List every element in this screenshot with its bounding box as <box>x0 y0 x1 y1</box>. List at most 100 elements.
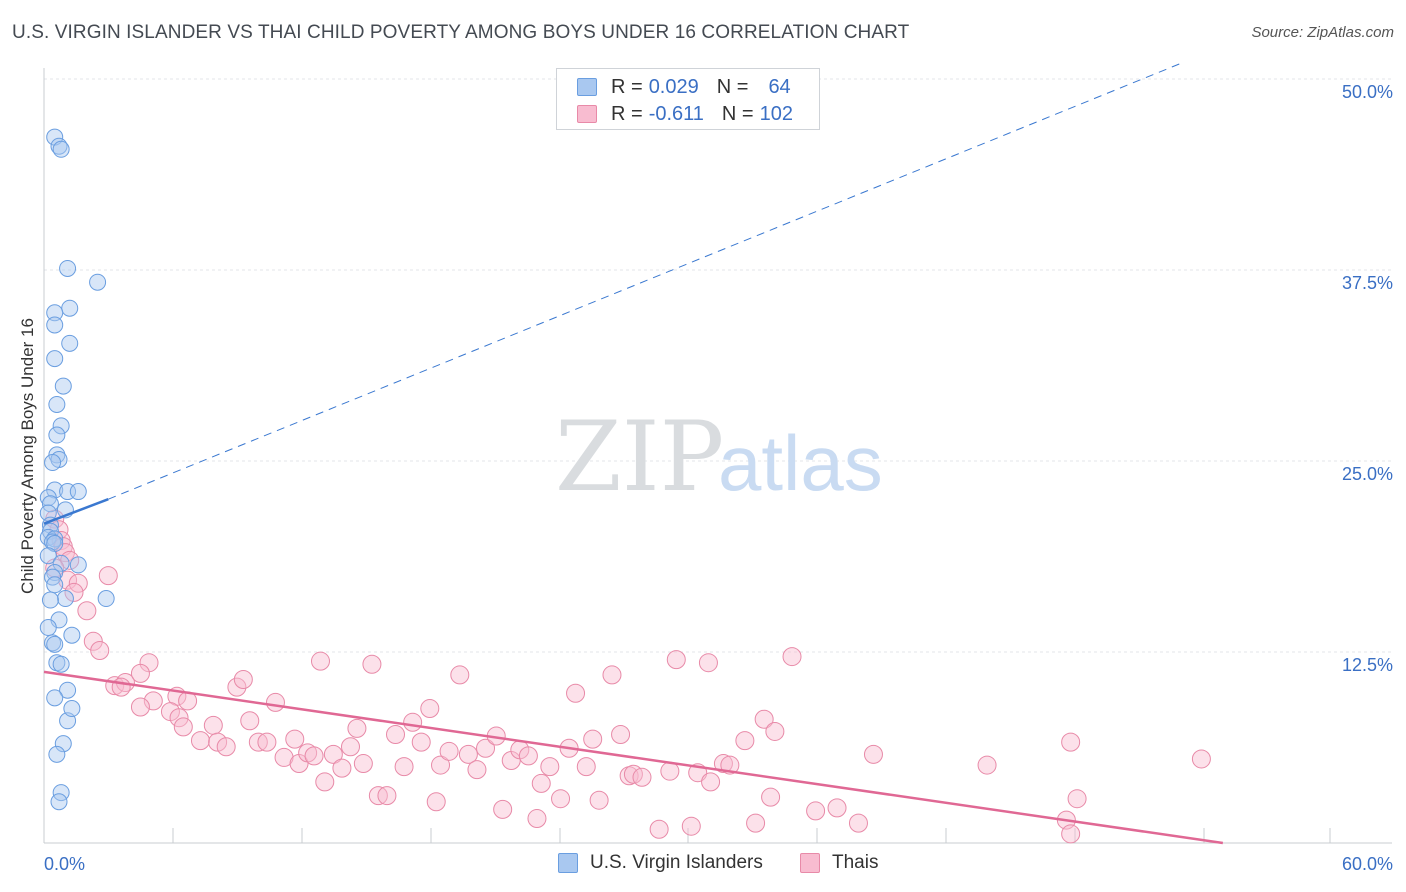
point-virgin-islanders <box>59 259 77 277</box>
point-thais <box>77 601 97 621</box>
trend-line-virgin-islanders <box>43 498 109 525</box>
point-thais <box>827 798 847 818</box>
point-thais <box>310 651 330 671</box>
point-thais <box>518 746 538 766</box>
point-thais <box>111 677 131 697</box>
point-thais <box>713 754 733 774</box>
point-thais <box>130 663 150 683</box>
point-thais <box>566 683 586 703</box>
point-thais <box>90 640 110 660</box>
legend-r-label: R = <box>611 75 643 98</box>
point-thais <box>782 647 802 667</box>
point-virgin-islanders <box>54 735 72 753</box>
point-thais <box>332 758 352 778</box>
point-thais <box>761 787 781 807</box>
series-virgin-islanders-points <box>39 128 115 811</box>
legend-row-thais: R = -0.611 N = 102 <box>577 103 793 125</box>
point-virgin-islanders <box>46 635 64 653</box>
legend-n-label: N = <box>716 75 749 98</box>
point-thais <box>304 746 324 766</box>
point-thais <box>257 732 277 752</box>
point-thais <box>632 767 652 787</box>
point-thais <box>362 654 382 674</box>
legend-r-value: 0.029 <box>648 75 699 98</box>
point-thais <box>403 712 423 732</box>
point-virgin-islanders <box>52 655 70 673</box>
point-thais <box>340 737 360 757</box>
point-virgin-islanders <box>46 350 64 368</box>
point-thais <box>240 711 260 731</box>
point-virgin-islanders <box>46 564 64 582</box>
legend-swatch-pink <box>577 105 597 123</box>
legend-r-value: -0.611 <box>648 102 704 125</box>
point-thais <box>531 773 551 793</box>
chart-title: U.S. VIRGIN ISLANDER VS THAI CHILD POVER… <box>12 22 910 43</box>
point-virgin-islanders <box>63 700 81 718</box>
trend-line-thais <box>43 670 1224 845</box>
legend-item-virgin-islanders[interactable]: U.S. Virgin Islanders <box>558 852 763 874</box>
point-thais <box>386 725 406 745</box>
point-thais <box>583 729 603 749</box>
point-virgin-islanders <box>46 316 64 334</box>
axes <box>43 68 1392 844</box>
point-thais <box>353 754 373 774</box>
y-tick-label: 50.0% <box>1342 82 1393 102</box>
point-virgin-islanders <box>54 377 72 395</box>
point-virgin-islanders <box>48 426 66 444</box>
legend-label: U.S. Virgin Islanders <box>590 852 763 873</box>
series-legend: U.S. Virgin Islanders Thais <box>0 852 1406 876</box>
point-thais <box>285 729 305 749</box>
legend-item-thais[interactable]: Thais <box>800 852 878 874</box>
point-virgin-islanders <box>46 576 64 594</box>
y-axis-label: Child Poverty Among Boys Under 16 <box>18 318 37 594</box>
point-thais <box>698 653 718 673</box>
legend-swatch-blue <box>577 78 597 96</box>
y-tick-label: 25.0% <box>1342 464 1393 484</box>
point-thais <box>173 717 193 737</box>
legend-row-virgin-islanders: R = 0.029 N = 64 <box>577 76 791 98</box>
point-thais <box>169 708 189 728</box>
trend-lines <box>43 63 1224 845</box>
point-thais <box>681 816 701 836</box>
point-thais <box>208 732 228 752</box>
point-thais <box>190 731 210 751</box>
point-virgin-islanders <box>46 530 64 548</box>
point-thais <box>458 744 478 764</box>
point-thais <box>431 755 451 775</box>
point-thais <box>64 582 84 602</box>
point-virgin-islanders <box>56 590 74 608</box>
point-thais <box>735 731 755 751</box>
point-thais <box>1067 789 1087 809</box>
point-thais <box>754 709 774 729</box>
point-virgin-islanders <box>48 745 66 763</box>
point-thais <box>68 573 88 593</box>
point-thais <box>611 725 631 745</box>
point-virgin-islanders <box>97 590 115 608</box>
legend-label: Thais <box>832 852 879 873</box>
point-thais <box>98 566 118 586</box>
point-virgin-islanders <box>41 591 59 609</box>
point-thais <box>439 741 459 761</box>
point-virgin-islanders <box>48 395 66 413</box>
point-thais <box>467 760 487 780</box>
legend-n-value: 102 <box>759 102 793 125</box>
point-thais <box>83 631 103 651</box>
point-thais <box>977 755 997 775</box>
point-virgin-islanders <box>46 689 64 707</box>
point-virgin-islanders <box>52 554 70 572</box>
point-thais <box>227 677 247 697</box>
point-thais <box>863 744 883 764</box>
point-virgin-islanders <box>39 619 57 637</box>
point-virgin-islanders <box>89 273 107 291</box>
point-thais <box>450 665 470 685</box>
point-thais <box>493 799 513 819</box>
x-tick-label: 0.0% <box>44 854 85 874</box>
trend-line-virgin-islanders-dashed <box>108 63 1181 500</box>
point-thais <box>589 790 609 810</box>
point-thais <box>411 732 431 752</box>
legend-n-label: N = <box>721 102 754 125</box>
point-thais <box>551 789 571 809</box>
point-thais <box>315 772 335 792</box>
point-thais <box>347 718 367 738</box>
